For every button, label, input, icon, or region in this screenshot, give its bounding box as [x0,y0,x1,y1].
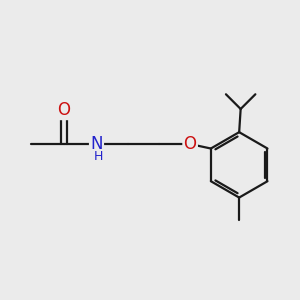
Text: H: H [94,150,103,163]
Text: O: O [184,135,196,153]
Text: O: O [57,101,70,119]
Text: N: N [90,135,103,153]
